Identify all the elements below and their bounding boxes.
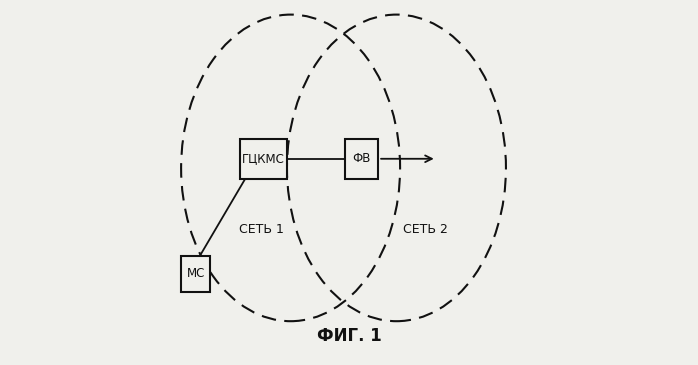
Text: СЕТЬ 1: СЕТЬ 1 (239, 223, 284, 237)
Text: ФИГ. 1: ФИГ. 1 (317, 327, 381, 345)
Text: ФВ: ФВ (352, 152, 371, 165)
Text: МС: МС (186, 267, 205, 280)
FancyBboxPatch shape (181, 255, 210, 292)
FancyBboxPatch shape (239, 139, 287, 179)
Text: СЕТЬ 2: СЕТЬ 2 (403, 223, 448, 237)
FancyBboxPatch shape (346, 139, 378, 179)
Text: ГЦКМС: ГЦКМС (242, 152, 285, 165)
